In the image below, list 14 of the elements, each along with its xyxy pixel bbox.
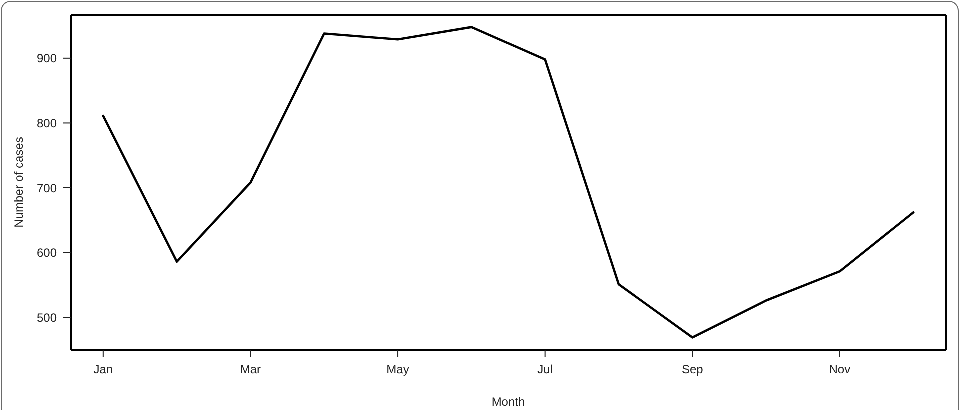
x-axis-title: Month [492,395,526,409]
line-series [102,26,915,339]
y-tick-label: 600 [36,246,58,260]
x-tick-label: Jul [538,362,553,377]
y-tick-label: 900 [36,52,58,66]
x-tick-label: Mar [240,362,262,377]
x-tick-label: May [386,362,410,377]
y-tick-label: 500 [36,310,58,325]
y-tick-label: 800 [36,116,58,130]
x-tick-label: Jan [94,362,114,377]
x-tick-label: Sep [682,362,704,377]
y-tick-label: 700 [36,181,58,196]
y-axis-title: Number of cases [12,137,26,228]
x-tick-label: Nov [829,362,851,377]
